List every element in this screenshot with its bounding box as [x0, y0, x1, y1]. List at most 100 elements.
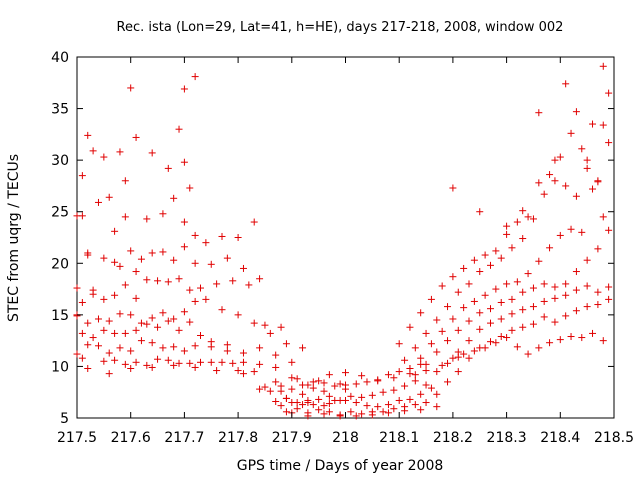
data-point [583, 303, 591, 311]
y-axis-ticks: 5 10 15 20 25 30 35 40 [51, 50, 614, 427]
data-point [556, 153, 564, 161]
data-point [347, 408, 355, 416]
data-point [594, 301, 602, 309]
data-point [250, 368, 258, 376]
data-point [272, 397, 280, 405]
data-point [250, 218, 258, 226]
y-tick-label: 40 [51, 50, 69, 66]
data-point [422, 329, 430, 337]
data-point [159, 210, 167, 218]
x-tick-label: 218.1 [379, 430, 419, 446]
data-point [100, 295, 108, 303]
data-point [401, 407, 409, 415]
data-point [535, 109, 543, 117]
data-point [551, 318, 559, 326]
data-point [508, 244, 516, 252]
data-point [336, 412, 344, 420]
data-point [100, 357, 108, 365]
x-tick-label: 218.5 [594, 430, 634, 446]
data-point [535, 344, 543, 352]
data-point [390, 374, 398, 382]
data-point [540, 313, 548, 321]
data-point [207, 260, 215, 268]
data-point [465, 280, 473, 288]
data-point [272, 363, 280, 371]
data-point [449, 315, 457, 323]
data-point [605, 283, 613, 291]
data-point [73, 312, 81, 320]
data-point [170, 343, 178, 351]
data-point [78, 298, 86, 306]
data-point [186, 359, 194, 367]
data-point [540, 280, 548, 288]
data-points [73, 62, 613, 420]
data-point [266, 387, 274, 395]
data-point [89, 290, 97, 298]
data-point [572, 307, 580, 315]
data-point [320, 379, 328, 387]
data-point [540, 190, 548, 198]
data-point [304, 396, 312, 404]
data-point [562, 182, 570, 190]
data-point [583, 164, 591, 172]
data-point [256, 360, 264, 368]
data-point [438, 282, 446, 290]
data-point [137, 255, 145, 263]
data-point [105, 370, 113, 378]
data-point [454, 348, 462, 356]
data-point [508, 310, 516, 318]
data-point [239, 358, 247, 366]
y-tick-label: 20 [51, 256, 69, 272]
data-point [476, 208, 484, 216]
data-point [207, 358, 215, 366]
data-point [551, 177, 559, 185]
data-point [202, 239, 210, 247]
data-point [299, 344, 307, 352]
data-point [100, 254, 108, 262]
data-point [476, 325, 484, 333]
data-point [293, 375, 301, 383]
data-point [556, 231, 564, 239]
data-point [572, 108, 580, 116]
data-point [197, 358, 205, 366]
data-point [589, 329, 597, 337]
data-point [384, 371, 392, 379]
data-point [197, 284, 205, 292]
data-point [111, 329, 119, 337]
data-point [272, 378, 280, 386]
data-point [470, 297, 478, 305]
data-point [84, 249, 92, 257]
data-point [170, 361, 178, 369]
data-point [605, 226, 613, 234]
data-point [497, 315, 505, 323]
data-point [486, 261, 494, 269]
data-point [438, 327, 446, 335]
data-point [180, 158, 188, 166]
data-point [395, 396, 403, 404]
data-point [239, 370, 247, 378]
data-point [567, 225, 575, 233]
data-point [390, 386, 398, 394]
data-point [277, 402, 285, 410]
data-point [589, 120, 597, 128]
data-point [175, 359, 183, 367]
data-point [438, 361, 446, 369]
data-point [309, 378, 317, 386]
data-point [395, 340, 403, 348]
data-point [89, 334, 97, 342]
data-point [213, 280, 221, 288]
data-point [401, 356, 409, 364]
data-point [572, 286, 580, 294]
data-point [121, 177, 129, 185]
data-point [379, 388, 387, 396]
data-point [127, 347, 135, 355]
data-point [578, 334, 586, 342]
data-point [406, 323, 414, 331]
y-axis-label: STEC from uqrg / TECUs [6, 154, 22, 322]
data-point [503, 280, 511, 288]
data-point [191, 363, 199, 371]
plot-frame [76, 56, 615, 419]
data-point [116, 262, 124, 270]
y-tick-label: 5 [60, 411, 69, 427]
data-point [121, 329, 129, 337]
